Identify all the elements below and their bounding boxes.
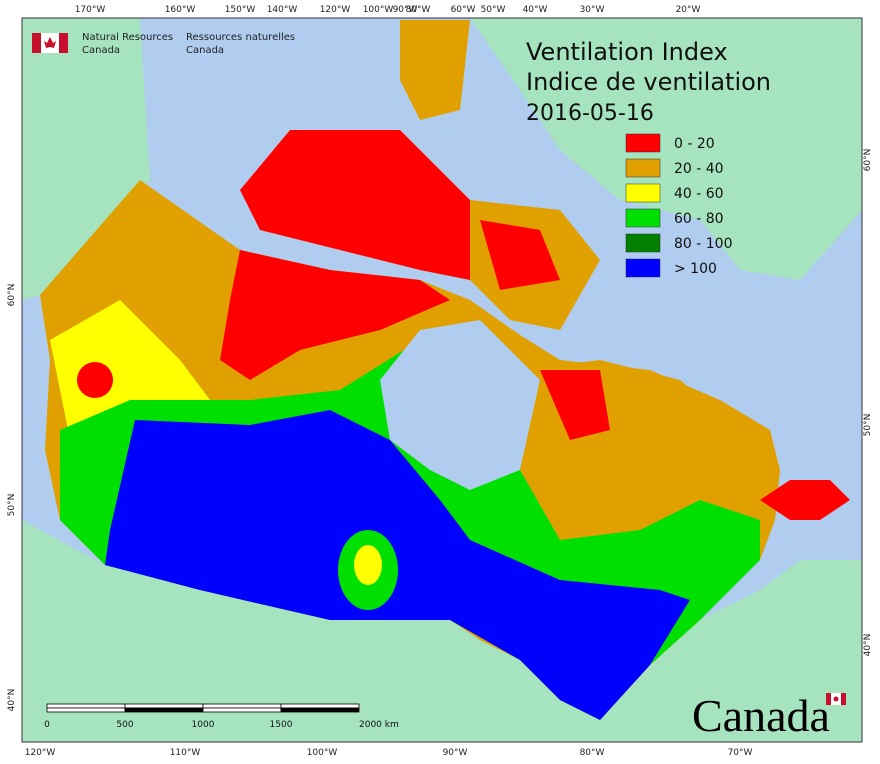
scale-segment: [46, 703, 126, 709]
agency-fr: Canada: [186, 45, 224, 56]
scale-label: 2000 km: [359, 720, 399, 730]
scale-segment: [280, 707, 360, 713]
scale-segment: [202, 707, 282, 713]
legend-swatch: [625, 133, 661, 153]
flag-bar: [59, 33, 68, 53]
scale-label: 500: [116, 720, 133, 730]
latitude-label: 60°N: [7, 284, 17, 307]
longitude-label: 110°W: [170, 748, 201, 758]
longitude-label: 170°W: [75, 5, 106, 15]
flag-bar: [32, 33, 41, 53]
legend-swatch: [625, 183, 661, 203]
latitude-label: 40°N: [7, 689, 17, 712]
latitude-label: 40°N: [863, 634, 873, 657]
longitude-label: 140°W: [267, 5, 298, 15]
longitude-label: 100°W: [363, 5, 394, 15]
legend-label: 0 - 20: [674, 136, 715, 152]
legend-label: 80 - 100: [674, 236, 733, 252]
newfoundland: [760, 480, 850, 520]
baffin-red: [480, 220, 560, 290]
maple-leaf: [44, 37, 56, 48]
legend-label: 40 - 60: [674, 186, 724, 202]
zone-yellow-ontario: [354, 545, 382, 585]
legend: 0 - 20 20 - 40 40 - 60 60 - 80 80 - 100 > 100: [625, 133, 733, 278]
alaska: [22, 18, 150, 300]
longitude-label: 160°W: [165, 5, 196, 15]
agency-logo: Natural Resources Canada Ressources natu…: [32, 32, 295, 56]
scale-segment: [124, 707, 204, 713]
longitude-label: 60°W: [451, 5, 476, 15]
longitude-label: 90°W: [393, 5, 418, 15]
longitude-label: 30°W: [580, 5, 605, 15]
united-states: [22, 520, 862, 742]
scale-label: 1500: [270, 720, 293, 730]
longitude-label: 90°W: [443, 748, 468, 758]
longitude-label: 120°W: [320, 5, 351, 15]
scale-segment: [202, 703, 282, 709]
scale-segment: [46, 707, 126, 713]
longitude-label: 40°W: [523, 5, 548, 15]
latitude-label: 50°N: [7, 494, 17, 517]
zone-red-bc: [77, 362, 113, 398]
legend-swatch: [625, 158, 661, 178]
longitude-label: 120°W: [25, 748, 56, 758]
maple-leaf: [833, 696, 839, 702]
scale-bar: 0 500 1000 1500 2000 km: [44, 703, 399, 730]
flag-bar: [841, 693, 846, 705]
flag-bar: [826, 693, 831, 705]
longitude-label: 100°W: [307, 748, 338, 758]
ellesmere: [400, 20, 470, 120]
legend-label: > 100: [674, 261, 717, 277]
longitude-label: 50°W: [481, 5, 506, 15]
scale-segment: [124, 703, 204, 709]
agency-en: Natural Resources: [82, 32, 173, 43]
greenland: [470, 18, 862, 280]
agency-fr: Ressources naturelles: [186, 32, 295, 43]
zone-red-north: [220, 250, 450, 380]
map-area: [22, 18, 862, 742]
wordmark: Canada: [692, 690, 846, 741]
longitude-label: 20°W: [676, 5, 701, 15]
zone-red-quebec: [540, 370, 610, 440]
longitude-label: 150°W: [225, 5, 256, 15]
longitude-label: 70°W: [728, 748, 753, 758]
arctic-islands: [240, 130, 470, 280]
wordmark-text: Canada: [692, 690, 830, 741]
title: Indice de ventilation: [526, 68, 771, 96]
latitude-label: 60°N: [863, 149, 873, 172]
scale-label: 0: [44, 720, 50, 730]
agency-en: Canada: [82, 45, 120, 56]
graticule-labels: 170°W 160°W 150°W 140°W 120°W 100°W 90°W80°W 60…: [7, 5, 873, 758]
legend-label: 20 - 40: [674, 161, 724, 177]
legend-swatch: [625, 233, 661, 253]
longitude-label: 80°W: [406, 5, 431, 15]
legend-label: 60 - 80: [674, 211, 724, 227]
scale-segment: [280, 703, 360, 709]
latitude-label: 50°N: [863, 414, 873, 437]
title: Ventilation Index: [526, 38, 728, 66]
scale-label: 1000: [192, 720, 215, 730]
map-frame: [21, 17, 863, 743]
legend-swatch: [625, 258, 661, 278]
longitude-label: 80°W: [580, 748, 605, 758]
legend-swatch: [625, 208, 661, 228]
hudson-bay: [380, 320, 540, 490]
date: 2016-05-16: [526, 101, 654, 126]
